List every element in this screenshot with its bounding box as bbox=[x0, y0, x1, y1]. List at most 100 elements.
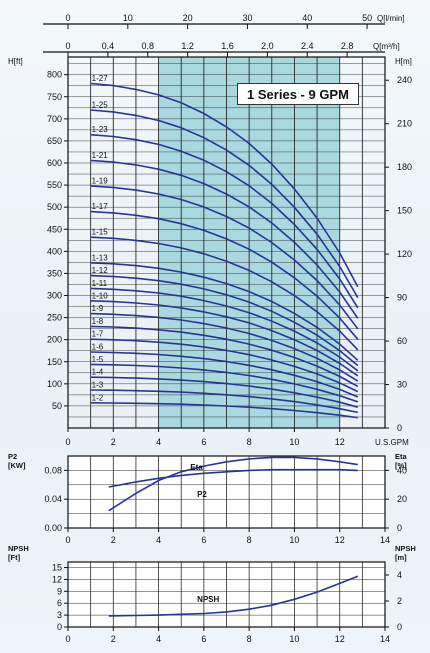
curve-label-1-4: 1-4 bbox=[92, 368, 104, 377]
top-axis-lmin-tick-label: 50 bbox=[362, 13, 372, 23]
power-x-tick-label: 8 bbox=[247, 535, 252, 545]
top-axis-lmin-tick-label: 0 bbox=[65, 13, 70, 23]
power-y-tick-label: 0.00 bbox=[44, 523, 62, 533]
curve-1-4 bbox=[90, 376, 359, 408]
eta-y-tick-label: 0 bbox=[397, 523, 402, 533]
y-axis-m-tick-label: 60 bbox=[397, 336, 407, 346]
npsh-x-tick-label: 0 bbox=[65, 634, 70, 644]
npsh-y-tick-label: 15 bbox=[52, 563, 62, 573]
top-axis-lmin-tick-label: 30 bbox=[242, 13, 252, 23]
curve-label-1-3: 1-3 bbox=[92, 381, 104, 390]
y-axis-m-tick-label: 240 bbox=[397, 75, 412, 85]
npsh-y-tick-label: 3 bbox=[57, 610, 62, 620]
curve-p2 bbox=[108, 468, 358, 488]
power-x-tick-label: 12 bbox=[335, 535, 345, 545]
y-axis-m-tick-label: 30 bbox=[397, 380, 407, 390]
top-axis-m3h-tick-label: 2.0 bbox=[261, 41, 274, 51]
y-axis-ft-tick-label: 600 bbox=[47, 158, 62, 168]
curve-label-1-7: 1-7 bbox=[92, 330, 104, 339]
power-y-tick-label: 0.04 bbox=[44, 494, 62, 504]
top-axis-m3h-tick-label: 0.4 bbox=[102, 41, 115, 51]
npsh-x-tick-label: 12 bbox=[335, 634, 345, 644]
curve-label-1-2: 1-2 bbox=[92, 393, 104, 402]
y-axis-ft-tick-label: 700 bbox=[47, 114, 62, 124]
npsh-m-tick-label: 4 bbox=[397, 570, 402, 580]
y-axis-ft-tick-label: 750 bbox=[47, 92, 62, 102]
power-y-label-line-1: [KW] bbox=[8, 461, 26, 470]
y-axis-m-label: H[m] bbox=[395, 57, 412, 66]
x-axis-gpm-tick-label: 4 bbox=[156, 437, 161, 447]
power-x-tick-label: 14 bbox=[380, 535, 390, 545]
top-axis-m3h-label: Q[m³/h] bbox=[373, 42, 400, 51]
curve-label-1-9: 1-9 bbox=[92, 304, 104, 313]
npsh-m-label-line-1: [m] bbox=[395, 553, 407, 562]
y-axis-ft-tick-label: 150 bbox=[47, 357, 62, 367]
npsh-x-tick-label: 2 bbox=[111, 634, 116, 644]
power-x-tick-label: 4 bbox=[156, 535, 161, 545]
y-axis-ft-tick-label: 50 bbox=[52, 401, 62, 411]
curve-label-npsh: NPSH bbox=[197, 595, 219, 604]
curve-1-15 bbox=[90, 236, 359, 351]
npsh-y-label-line-0: NPSH bbox=[8, 544, 29, 553]
y-axis-ft-tick-label: 300 bbox=[47, 291, 62, 301]
y-axis-ft-tick-label: 200 bbox=[47, 335, 62, 345]
curve-label-1-11: 1-11 bbox=[92, 279, 108, 288]
y-axis-m-tick-label: 0 bbox=[397, 423, 402, 433]
curve-1-2 bbox=[90, 402, 358, 419]
head-chart-panel: 0 10 20 30 40 50 Q[l/min]0 0.4 0.8 1.2 1.6 2.0 2.4 2.… bbox=[8, 13, 412, 447]
curve-label-1-12: 1-12 bbox=[92, 266, 109, 275]
x-axis-gpm-tick-label: 8 bbox=[247, 437, 252, 447]
power-y-tick-label: 0.08 bbox=[44, 465, 62, 475]
y-axis-ft-tick-label: 350 bbox=[47, 268, 62, 278]
curve-1-25 bbox=[90, 109, 359, 299]
top-axis-m3h-tick-label: 0 bbox=[65, 41, 70, 51]
top-axis-lmin-label: Q[l/min] bbox=[377, 14, 405, 23]
curve-1-23 bbox=[90, 133, 359, 309]
npsh-y-tick-label: 9 bbox=[57, 586, 62, 596]
curve-label-1-10: 1-10 bbox=[92, 291, 109, 300]
x-axis-gpm-tick-label: 6 bbox=[201, 437, 206, 447]
power-x-tick-label: 10 bbox=[289, 535, 299, 545]
power-x-tick-label: 2 bbox=[111, 535, 116, 545]
curve-1-21 bbox=[90, 159, 359, 319]
x-axis-gpm-label: U.S.GPM bbox=[375, 438, 409, 447]
y-axis-m-tick-label: 150 bbox=[397, 206, 412, 216]
y-axis-ft-tick-label: 450 bbox=[47, 224, 62, 234]
y-axis-ft-tick-label: 250 bbox=[47, 313, 62, 323]
curve-1-11 bbox=[90, 287, 359, 372]
curve-label-1-25: 1-25 bbox=[92, 101, 109, 110]
eta-y-tick-label: 40 bbox=[397, 465, 407, 475]
npsh-x-tick-label: 14 bbox=[380, 634, 390, 644]
power-x-tick-label: 6 bbox=[201, 535, 206, 545]
y-axis-ft-tick-label: 500 bbox=[47, 202, 62, 212]
y-axis-ft-label: H[ft] bbox=[8, 57, 23, 66]
curve-label-1-21: 1-21 bbox=[92, 151, 109, 160]
npsh-x-tick-label: 6 bbox=[201, 634, 206, 644]
y-axis-ft-tick-label: 650 bbox=[47, 136, 62, 146]
curve-eta bbox=[108, 456, 358, 512]
curve-1-6 bbox=[90, 351, 359, 398]
npsh-m-label-line-0: NPSH bbox=[395, 544, 416, 553]
curve-label-1-8: 1-8 bbox=[92, 317, 104, 326]
x-axis-gpm-tick-label: 0 bbox=[65, 437, 70, 447]
npsh-x-tick-label: 4 bbox=[156, 634, 161, 644]
npsh-y-tick-label: 0 bbox=[57, 622, 62, 632]
y-axis-ft-tick-label: 400 bbox=[47, 246, 62, 256]
curve-label-1-15: 1-15 bbox=[92, 228, 109, 237]
curve-label-1-5: 1-5 bbox=[92, 355, 104, 364]
chart-title: 1 Series - 9 GPM bbox=[237, 83, 359, 105]
curve-1-3 bbox=[90, 389, 358, 414]
top-axis-m3h-tick-label: 1.6 bbox=[221, 41, 234, 51]
y-axis-ft-tick-label: 100 bbox=[47, 379, 62, 389]
curve-label-1-23: 1-23 bbox=[92, 125, 109, 134]
y-axis-m-tick-label: 210 bbox=[397, 119, 412, 129]
curve-label-1-17: 1-17 bbox=[92, 202, 109, 211]
curve-label-eta: Eta bbox=[190, 463, 203, 472]
power-y-label-line-0: P2 bbox=[8, 452, 17, 461]
top-axis-m3h-tick-label: 0.8 bbox=[141, 41, 154, 51]
curve-1-19 bbox=[90, 185, 359, 330]
power-x-tick-label: 0 bbox=[65, 535, 70, 545]
